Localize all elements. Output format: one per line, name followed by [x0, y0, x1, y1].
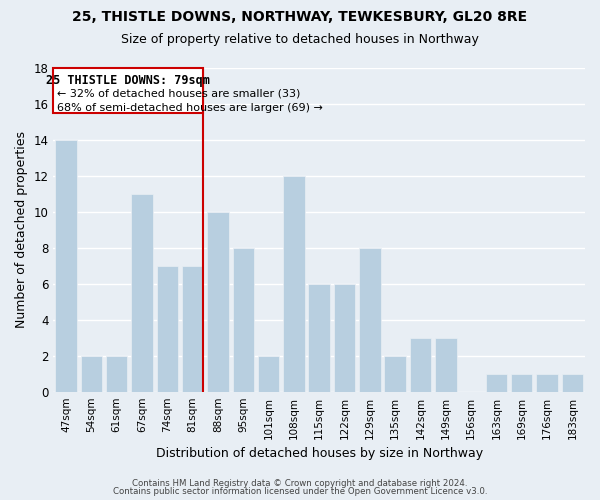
Text: Contains HM Land Registry data © Crown copyright and database right 2024.: Contains HM Land Registry data © Crown c… — [132, 478, 468, 488]
X-axis label: Distribution of detached houses by size in Northway: Distribution of detached houses by size … — [155, 447, 483, 460]
Bar — [359, 248, 380, 392]
Text: 25 THISTLE DOWNS: 79sqm: 25 THISTLE DOWNS: 79sqm — [46, 74, 211, 87]
Bar — [435, 338, 457, 392]
Text: ← 32% of detached houses are smaller (33): ← 32% of detached houses are smaller (33… — [57, 88, 301, 98]
Bar — [410, 338, 431, 392]
Text: 25, THISTLE DOWNS, NORTHWAY, TEWKESBURY, GL20 8RE: 25, THISTLE DOWNS, NORTHWAY, TEWKESBURY,… — [73, 10, 527, 24]
Bar — [308, 284, 330, 392]
Bar — [511, 374, 532, 392]
Bar — [157, 266, 178, 392]
Y-axis label: Number of detached properties: Number of detached properties — [15, 131, 28, 328]
Bar — [258, 356, 280, 392]
Bar — [485, 374, 507, 392]
Bar — [536, 374, 558, 392]
Bar — [233, 248, 254, 392]
Bar — [80, 356, 102, 392]
Text: Contains public sector information licensed under the Open Government Licence v3: Contains public sector information licen… — [113, 487, 487, 496]
Bar — [334, 284, 355, 392]
Bar — [385, 356, 406, 392]
Bar — [283, 176, 305, 392]
Bar — [562, 374, 583, 392]
Bar — [182, 266, 203, 392]
Text: Size of property relative to detached houses in Northway: Size of property relative to detached ho… — [121, 32, 479, 46]
Bar — [55, 140, 77, 392]
Bar — [207, 212, 229, 392]
Text: 68% of semi-detached houses are larger (69) →: 68% of semi-detached houses are larger (… — [57, 102, 323, 113]
Bar — [106, 356, 127, 392]
Bar — [131, 194, 153, 392]
FancyBboxPatch shape — [53, 68, 203, 112]
